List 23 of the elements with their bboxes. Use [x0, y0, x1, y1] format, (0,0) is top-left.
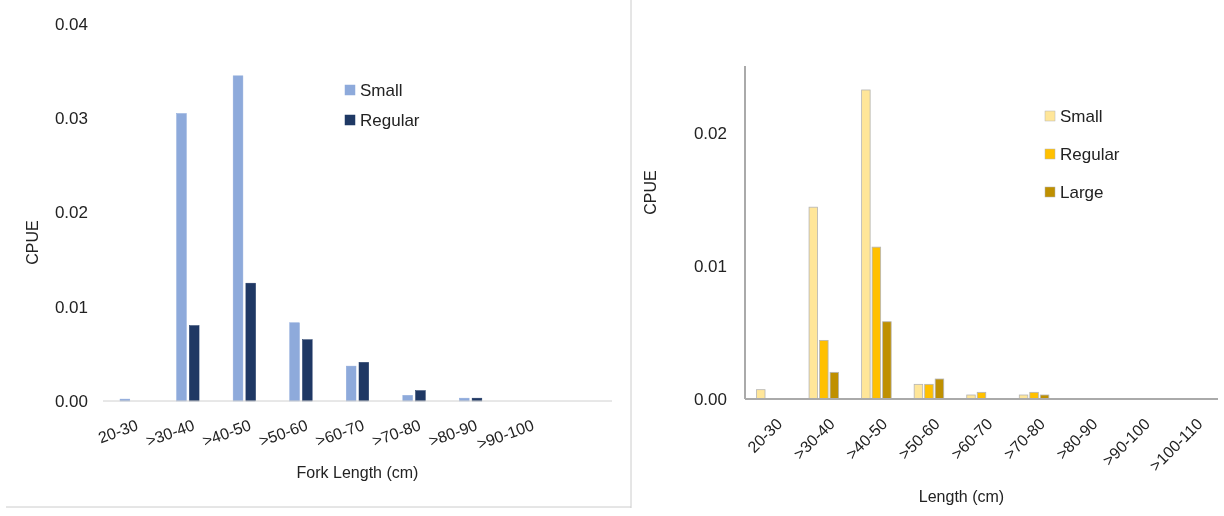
x-tick-label: >50-60 — [256, 416, 310, 450]
y-axis-title: CPUE — [23, 220, 41, 265]
legend-label: Small — [1060, 106, 1103, 126]
y-tick-label: 0.02 — [693, 123, 727, 143]
x-tick-label: >30-40 — [143, 416, 197, 450]
x-axis-title: Length (cm) — [918, 488, 1005, 505]
y-tick-label: 0.01 — [693, 256, 727, 276]
legend-label: Large — [1060, 182, 1104, 202]
legend-label: Small — [360, 80, 403, 100]
x-tick-label: >70-80 — [369, 416, 424, 450]
x-tick-label: >40-50 — [200, 416, 254, 450]
x-axis-title: Fork Length (cm) — [296, 464, 419, 481]
x-tick-label: >60-70 — [313, 416, 367, 450]
x-tick-label: 20-30 — [95, 416, 141, 447]
y-axis-title: CPUE — [641, 170, 659, 215]
y-tick-label: 0.01 — [54, 297, 88, 317]
y-tick-label: 0.00 — [693, 389, 727, 409]
y-tick-label: 0.02 — [54, 203, 88, 223]
y-tick-label: 0.04 — [54, 14, 88, 34]
legend-label: Regular — [1060, 144, 1120, 164]
y-tick-label: 0.03 — [54, 109, 88, 129]
legend-label: Regular — [360, 110, 420, 130]
y-tick-label: 0.00 — [54, 391, 88, 411]
